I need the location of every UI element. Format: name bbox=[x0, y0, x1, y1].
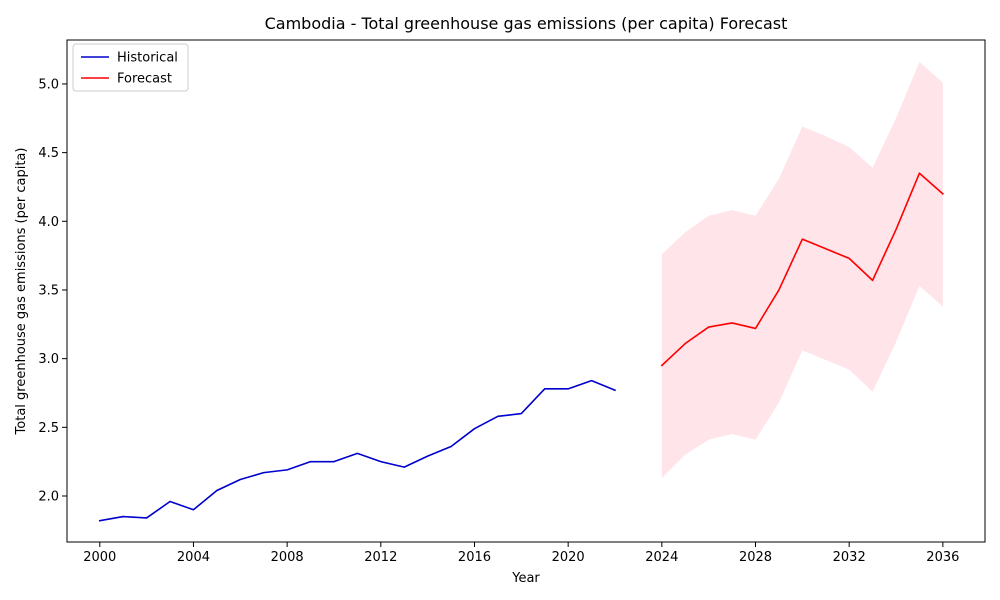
axes-frame bbox=[66, 39, 986, 543]
x-axis-label: Year bbox=[511, 571, 540, 586]
y-axis-label: Total greenhouse gas emissions (per capi… bbox=[14, 148, 29, 436]
plot-area bbox=[98, 61, 944, 522]
chart-title: Cambodia - Total greenhouse gas emission… bbox=[265, 14, 788, 33]
x-tick-label: 2000 bbox=[83, 550, 116, 565]
legend-label-forecast: Forecast bbox=[117, 72, 172, 87]
y-tick-label: 5.0 bbox=[38, 77, 59, 92]
axes: 2000 2004 2008 2012 2016 2020 2024 2028 2032 2036… bbox=[38, 39, 986, 565]
y-tick-label: 3.5 bbox=[38, 283, 59, 298]
x-tick-label: 2024 bbox=[645, 550, 678, 565]
legend-label-historical: Historical bbox=[117, 51, 178, 66]
x-tick-label: 2016 bbox=[458, 550, 491, 565]
x-tick-label: 2004 bbox=[177, 550, 210, 565]
x-tick-label: 2008 bbox=[271, 550, 304, 565]
series-line-forecast bbox=[660, 172, 944, 367]
forecast-confidence-band bbox=[661, 61, 943, 479]
x-tick-label: 2028 bbox=[739, 550, 772, 565]
y-tick-label: 3.0 bbox=[38, 352, 59, 367]
y-tick-label: 2.5 bbox=[38, 421, 59, 436]
legend: Historical Forecast bbox=[72, 43, 189, 92]
x-tick-label: 2020 bbox=[552, 550, 585, 565]
y-tick-label: 4.5 bbox=[38, 146, 59, 161]
series-line-historical bbox=[98, 379, 617, 522]
x-tick-label: 2036 bbox=[926, 550, 959, 565]
y-tick-label: 4.0 bbox=[38, 215, 59, 230]
legend-box bbox=[72, 43, 189, 92]
y-tick-label: 2.0 bbox=[38, 489, 59, 504]
x-tick-label: 2032 bbox=[833, 550, 866, 565]
x-tick-label: 2012 bbox=[364, 550, 397, 565]
